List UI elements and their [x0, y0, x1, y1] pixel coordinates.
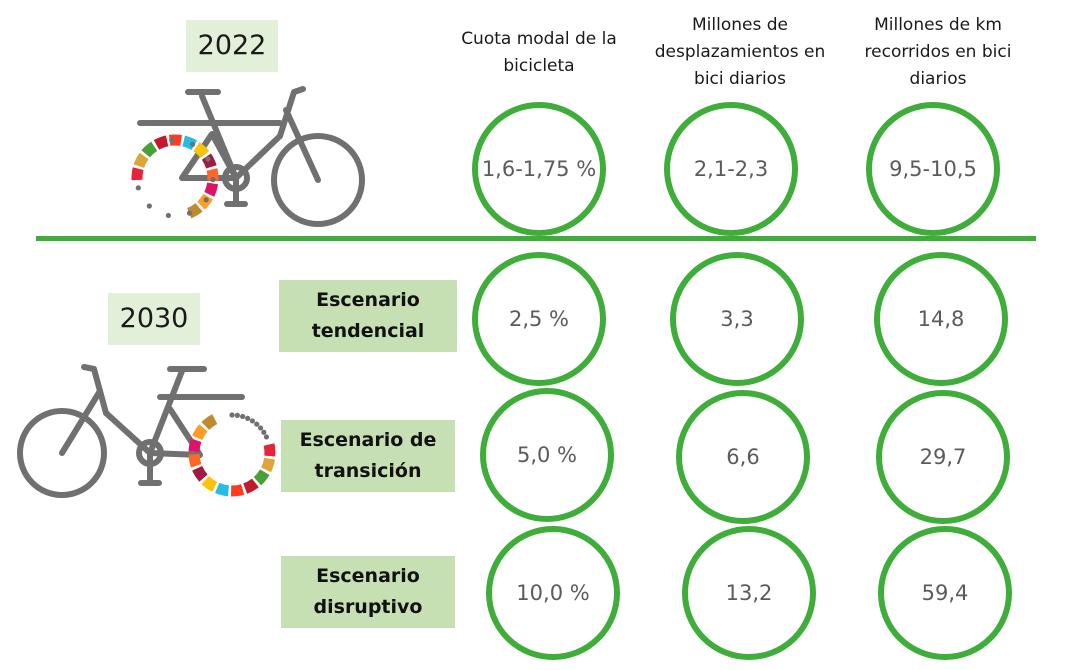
wheel-dot: [189, 141, 196, 147]
wheel-dot: [210, 177, 216, 183]
wheel-dot: [263, 434, 270, 440]
value-text: 2,1-2,3: [693, 157, 769, 181]
value-circle-disruptivo-modal-share: 10,0 %: [486, 526, 620, 660]
sdg-segment: [243, 478, 259, 494]
value-text: 9,5-10,5: [889, 157, 977, 181]
sdg-segment: [188, 453, 202, 468]
sdg-segment: [153, 135, 169, 150]
wheel-dot: [186, 210, 193, 216]
wheel-dot: [229, 412, 235, 418]
section-divider: [36, 236, 1036, 241]
wheel-dot: [240, 413, 246, 420]
year-2030-label: 2030: [108, 293, 200, 345]
bicycle-sdg-icon: [17, 364, 276, 498]
value-text: 5,0 %: [516, 443, 578, 467]
sdg-segment: [201, 475, 218, 492]
wheel-dot: [205, 156, 211, 162]
value-circle-disruptivo-daily-km: 59,4: [878, 526, 1012, 660]
value-text: 3,3: [720, 307, 754, 331]
value-text: 2,5 %: [508, 307, 570, 331]
wheel-dot: [245, 415, 251, 421]
value-circle-2022-daily-km: 9,5-10,5: [866, 102, 1000, 236]
wheel-dot: [257, 425, 264, 431]
value-circle-tendencial-daily-trips: 3,3: [670, 252, 804, 386]
wheel-dot: [249, 418, 256, 424]
scenario-label-text: Escenario disruptivo: [313, 565, 423, 618]
sdg-segment: [261, 457, 276, 473]
sdg-segment: [204, 182, 219, 197]
sdg-segment: [263, 443, 276, 457]
wheel-dot: [135, 185, 141, 191]
wheel-dot: [254, 421, 260, 427]
year-2022-label: 2022: [186, 20, 278, 72]
value-text: 59,4: [921, 581, 969, 605]
sdg-wheel-icon: [131, 134, 219, 219]
sdg-segment: [131, 167, 144, 181]
scenario-label-text: Escenario de transición: [299, 429, 437, 482]
value-text: 14,8: [917, 307, 965, 331]
wheel-dot: [165, 212, 172, 219]
wheel-dot: [261, 429, 267, 435]
scenario-label-text: Escenario tendencial: [311, 289, 425, 342]
sdg-segment: [192, 465, 208, 482]
scenario-label-disruptivo: Escenario disruptivo: [281, 556, 455, 628]
value-circle-transicion-modal-share: 5,0 %: [480, 388, 614, 522]
column-header-daily-km: Millones de km recorridos en bici diario…: [864, 15, 1012, 89]
wheel-dot: [203, 197, 209, 203]
sdg-wheel-icon: [188, 412, 276, 497]
value-circle-2022-modal-share: 1,6-1,75 %: [472, 102, 606, 236]
sdg-segment: [201, 414, 218, 431]
sdg-segment: [230, 484, 245, 497]
value-circle-transicion-daily-km: 29,7: [876, 390, 1010, 524]
sdg-segment: [253, 469, 270, 486]
sdg-segment: [192, 424, 208, 441]
wheel-dot: [234, 412, 240, 418]
scenario-label-tendencial: Escenario tendencial: [279, 280, 457, 352]
sdg-segment: [188, 438, 202, 453]
column-header-modal-share: Cuota modal de la bicicleta: [461, 29, 617, 76]
value-circle-transicion-daily-trips: 6,6: [676, 390, 810, 524]
scenario-label-transicion: Escenario de transición: [281, 420, 455, 492]
sdg-segment: [141, 141, 158, 158]
value-text: 29,7: [919, 445, 967, 469]
value-text: 1,6-1,75 %: [481, 157, 597, 181]
wheel-dot: [146, 203, 152, 209]
sdg-segment: [133, 152, 149, 169]
value-text: 10,0 %: [516, 581, 590, 605]
sdg-segment: [215, 482, 230, 497]
sdg-segment: [193, 142, 210, 159]
wheel-dot: [169, 137, 175, 143]
value-circle-2022-daily-trips: 2,1-2,3: [664, 102, 798, 236]
value-circle-tendencial-modal-share: 2,5 %: [472, 252, 606, 386]
bicycle-sdg-icon: [131, 86, 365, 227]
column-header-daily-trips: Millones de desplazamientos en bici diar…: [654, 15, 826, 89]
sdg-segment: [201, 153, 217, 169]
value-circle-disruptivo-daily-trips: 13,2: [682, 526, 816, 660]
value-text: 13,2: [725, 581, 773, 605]
value-circle-tendencial-daily-km: 14,8: [874, 252, 1008, 386]
value-text: 6,6: [726, 445, 760, 469]
